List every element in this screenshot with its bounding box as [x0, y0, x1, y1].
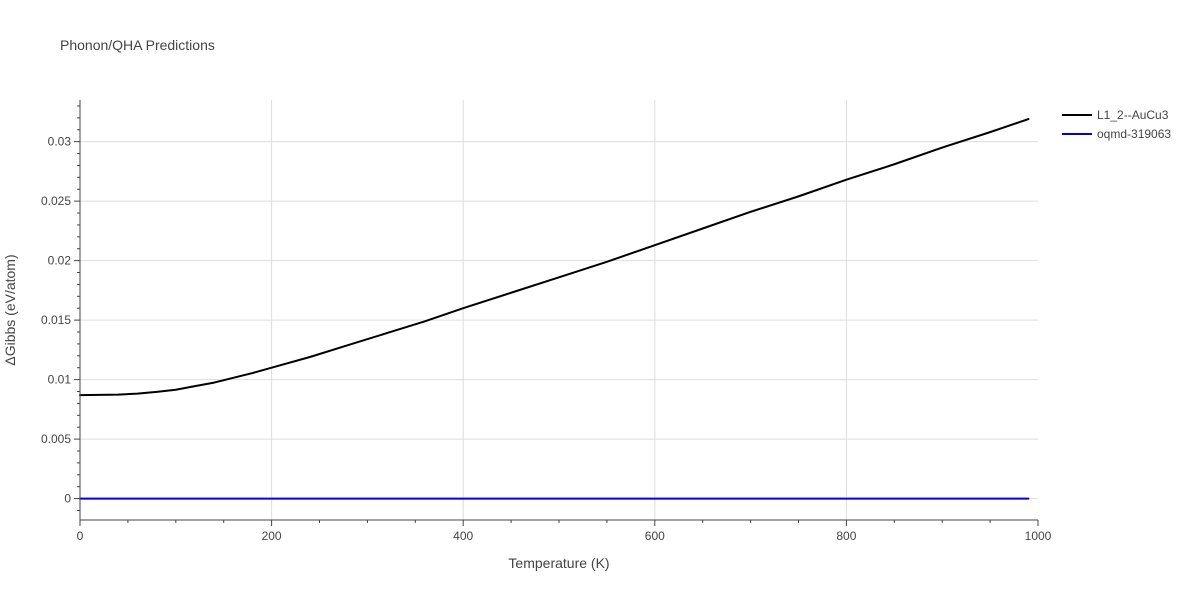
- y-grid: [80, 142, 1038, 499]
- x-tick-label: 0: [77, 529, 84, 543]
- legend-label: L1_2--AuCu3: [1097, 108, 1169, 122]
- y-tick-label: 0.02: [48, 254, 72, 268]
- y-tick-label: 0: [64, 492, 71, 506]
- y-axis-title: ΔGibbs (eV/atom): [2, 254, 18, 365]
- series-line-l1-2-aucu3: [80, 119, 1028, 395]
- y-tick-label: 0.005: [41, 432, 71, 446]
- x-tick-label: 600: [645, 529, 665, 543]
- x-tick-label: 800: [836, 529, 856, 543]
- legend-item[interactable]: oqmd-319063: [1062, 127, 1171, 141]
- legend-item[interactable]: L1_2--AuCu3: [1062, 108, 1169, 122]
- x-tick-label: 400: [453, 529, 473, 543]
- x-tick-label: 1000: [1025, 529, 1052, 543]
- x-tick-label: 200: [262, 529, 282, 543]
- y-tick-label: 0.01: [48, 373, 72, 387]
- y-tick-label: 0.025: [41, 194, 71, 208]
- legend-label: oqmd-319063: [1097, 127, 1171, 141]
- y-tick-label: 0.015: [41, 313, 71, 327]
- series-layer: [80, 119, 1028, 499]
- legend: L1_2--AuCu3 oqmd-319063: [1062, 108, 1171, 141]
- x-axis-title: Temperature (K): [508, 555, 609, 571]
- chart-title: Phonon/QHA Predictions: [60, 37, 215, 53]
- x-grid: [272, 100, 847, 520]
- x-axis-ticks: 0 200 400 600 800 1000: [77, 520, 1052, 543]
- y-tick-label: 0.03: [48, 135, 72, 149]
- y-axis-ticks: 0 0.005 0.01 0.015 0.02 0.025 0.03: [41, 106, 80, 511]
